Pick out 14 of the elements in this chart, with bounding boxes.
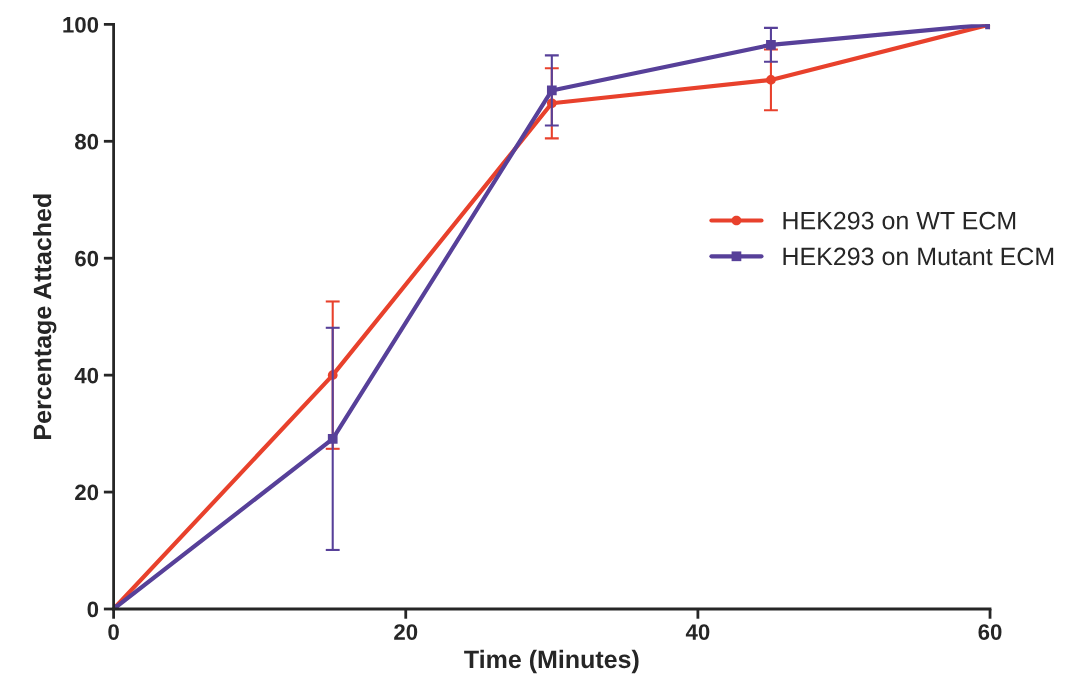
x-axis-title: Time (Minutes)	[464, 649, 639, 674]
y-tick-label: 40	[74, 367, 99, 384]
x-tick-label: 0	[108, 624, 119, 640]
y-tick-label: 0	[87, 601, 99, 618]
y-tick-label: 20	[75, 484, 99, 501]
y-axis-title: Percentage Attached	[32, 194, 57, 439]
y-tick-label: 100	[63, 16, 99, 33]
x-tick-label: 40	[685, 624, 710, 640]
x-tick-label: 60	[978, 624, 1002, 640]
y-tick-label: 80	[75, 133, 99, 150]
y-tick-label: 60	[75, 250, 99, 267]
legend-label: HEK293 on Mutant ECM	[783, 247, 1054, 266]
legend-label: HEK293 on WT ECM	[783, 211, 1016, 230]
x-tick-label: 20	[394, 624, 418, 640]
